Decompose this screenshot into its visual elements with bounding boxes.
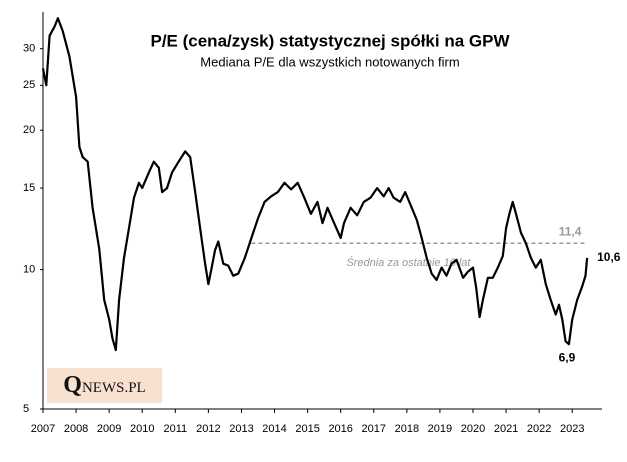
annotation: 10,6 [597, 250, 621, 264]
line [41, 17, 589, 352]
chart-title: P/E (cena/zysk) statystycznej spółki na … [150, 31, 510, 50]
x-tick-label: 2011 [163, 423, 187, 435]
x-tick-label: 2019 [428, 423, 452, 435]
x-tick-label: 2014 [262, 423, 286, 435]
x-tick-label: 2017 [362, 423, 386, 435]
x-tick-label: 2012 [196, 423, 220, 435]
x-tick-label: 2022 [527, 423, 551, 435]
x-tick-label: 2021 [494, 423, 518, 435]
x-tick-label: 2007 [31, 423, 55, 435]
x-tick-label: 2020 [461, 423, 485, 435]
average-text: Średnia za ostatnie 10 lat [346, 256, 471, 269]
annotation: 6,9 [559, 350, 576, 364]
x-tick-label: 2015 [295, 423, 319, 435]
x-tick-label: 2010 [130, 423, 154, 435]
x-tick-label: 2018 [395, 423, 419, 435]
y-tick-label: 20 [23, 124, 35, 136]
y-tick-label: 30 [23, 43, 35, 55]
y-tick-label: 10 [23, 264, 35, 276]
x-tick-label: 2009 [97, 423, 121, 435]
logo: QNEWS.PL [47, 368, 162, 403]
x-tick-label: 2023 [560, 423, 584, 435]
chart-subtitle: Mediana P/E dla wszystkich notowanych fi… [200, 54, 459, 69]
average-label: 11,4 [559, 224, 582, 238]
x-tick-label: 2016 [328, 423, 352, 435]
y-tick-label: 5 [23, 403, 29, 415]
x-tick-label: 2013 [229, 423, 253, 435]
y-tick-label: 15 [23, 182, 35, 194]
x-tick-label: 2008 [64, 423, 88, 435]
y-tick-label: 25 [23, 79, 35, 91]
